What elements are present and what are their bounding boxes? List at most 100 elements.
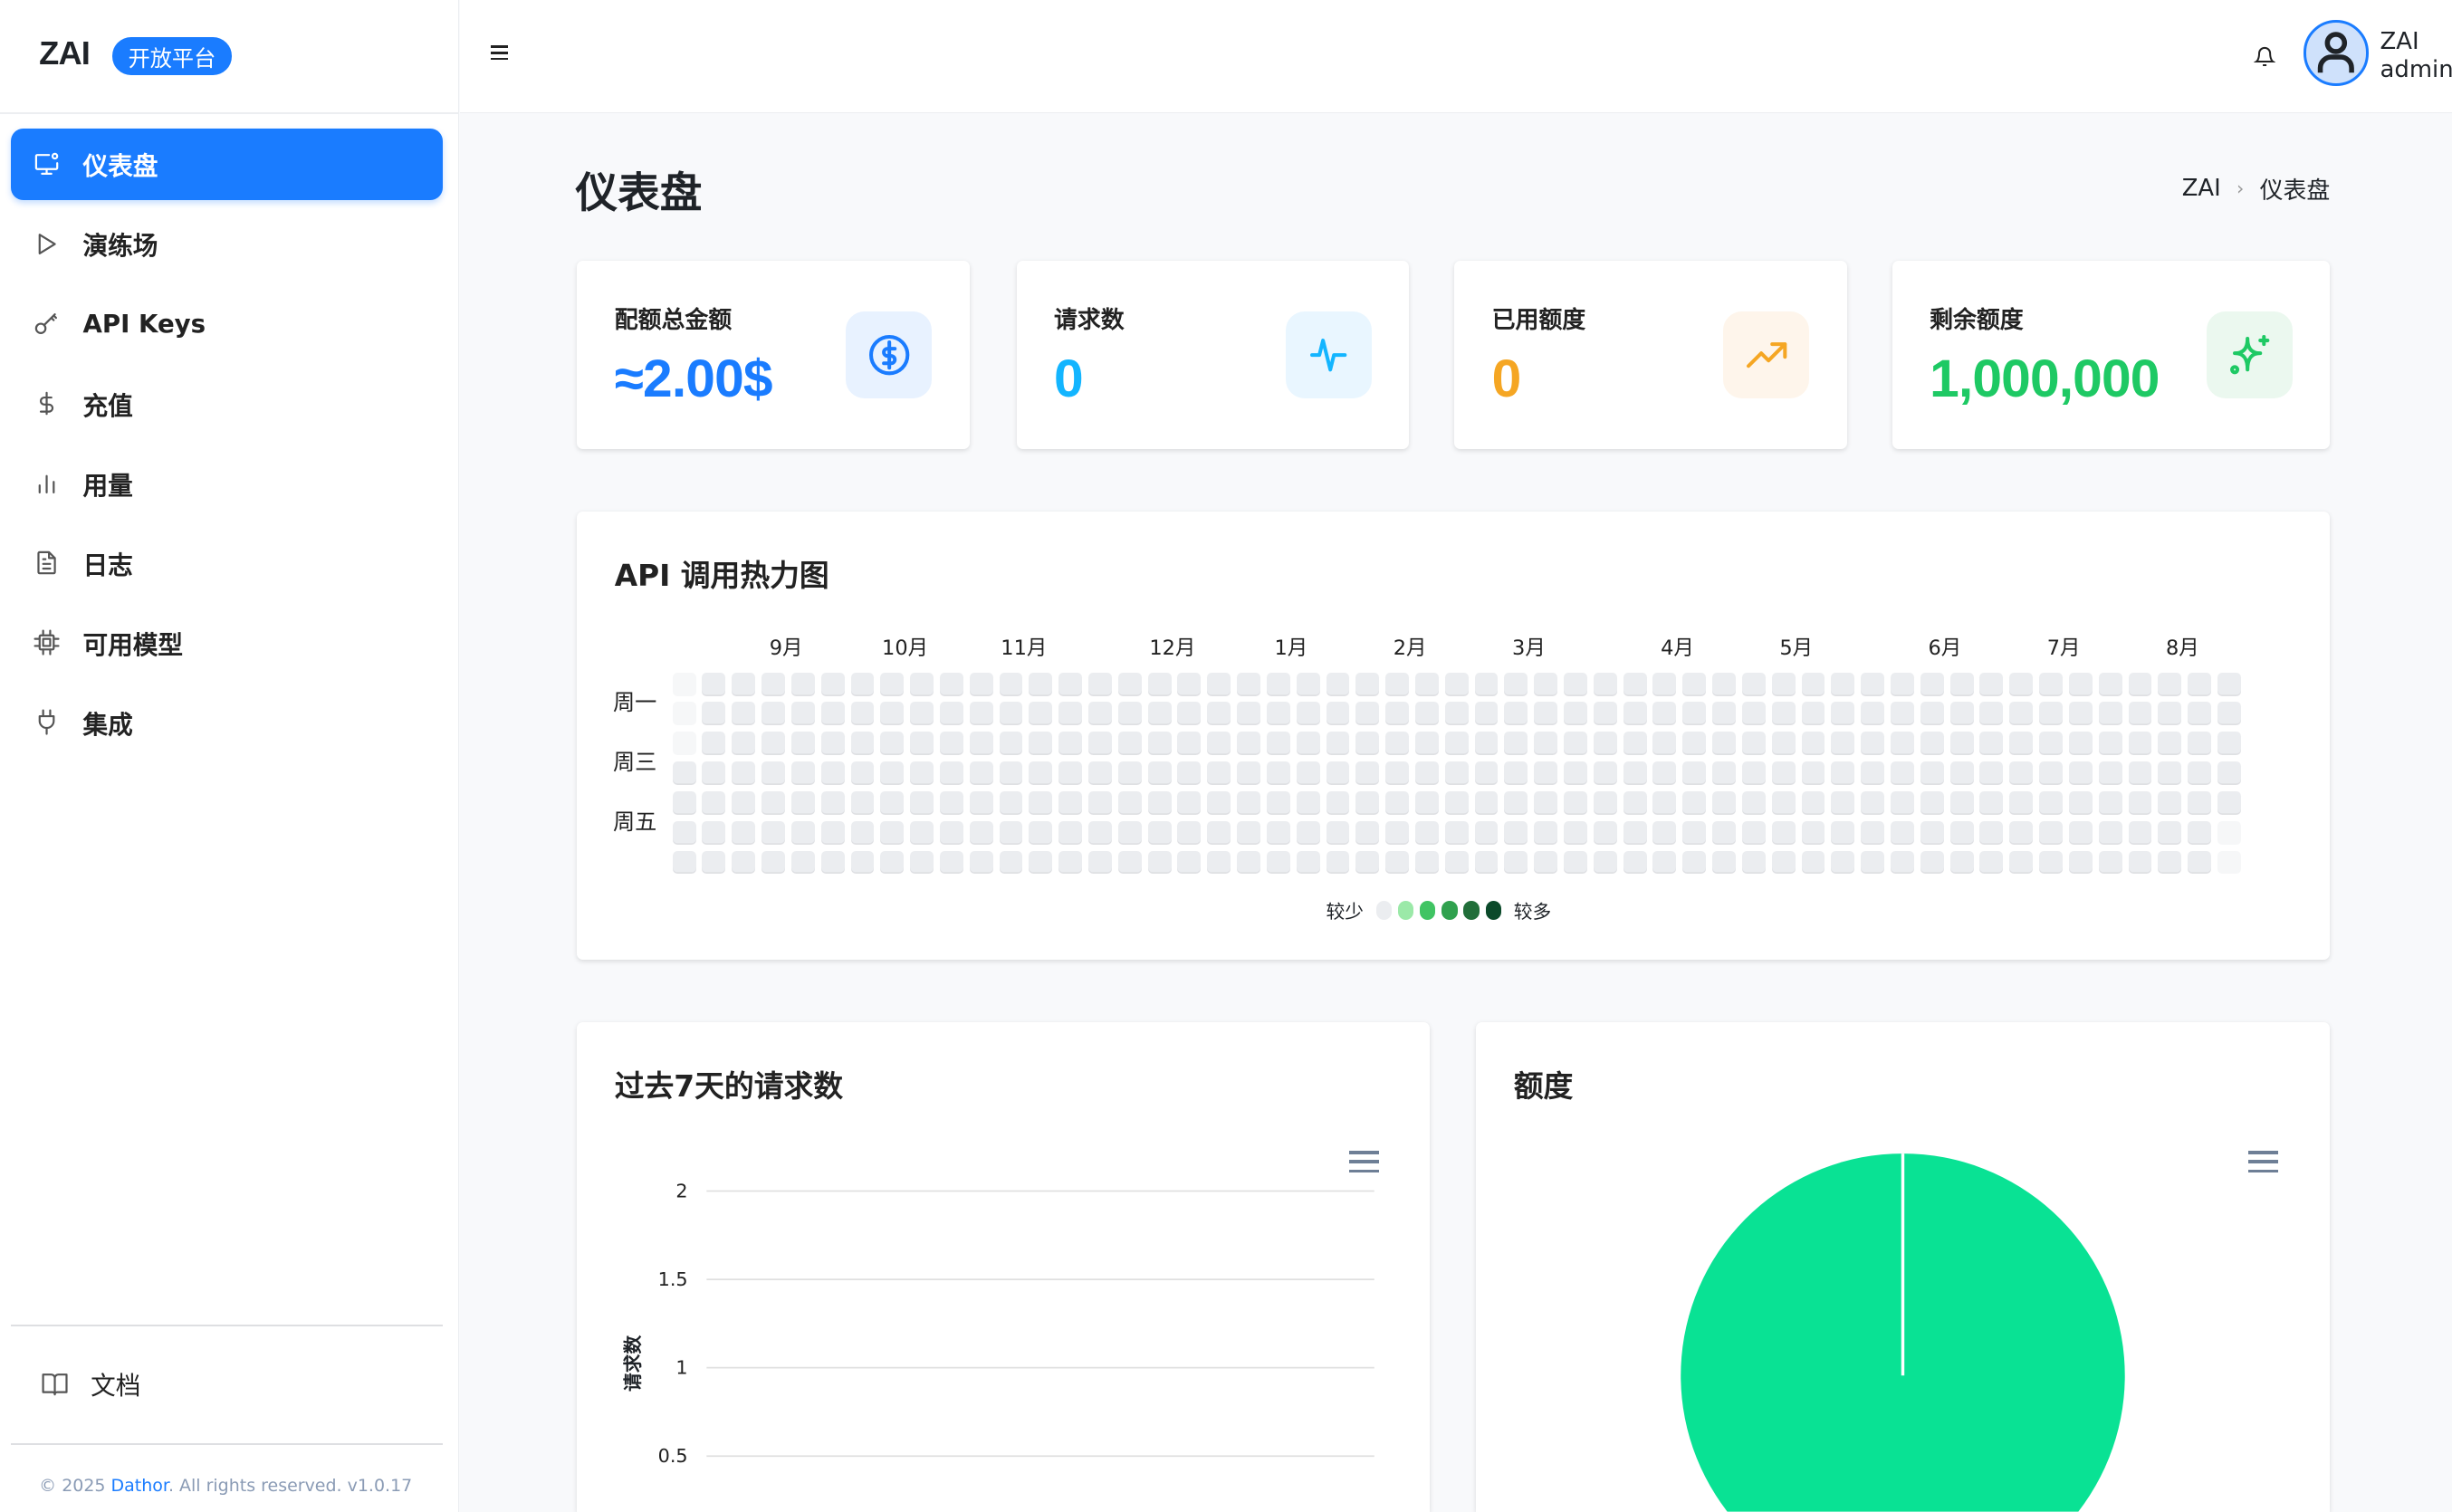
- heatmap-cell[interactable]: [2039, 790, 2063, 815]
- heatmap-cell[interactable]: [1444, 702, 1469, 726]
- heatmap-cell[interactable]: [2128, 761, 2152, 785]
- heatmap-cell[interactable]: [2158, 672, 2182, 696]
- heatmap-cell[interactable]: [1801, 761, 1825, 785]
- heatmap-cell[interactable]: [1564, 820, 1587, 845]
- heatmap-cell[interactable]: [2217, 702, 2241, 726]
- heatmap-cell[interactable]: [880, 850, 905, 875]
- heatmap-cell[interactable]: [1385, 672, 1410, 696]
- heatmap-cell[interactable]: [1504, 672, 1528, 696]
- sidebar-item-docs[interactable]: 文档: [19, 1348, 451, 1420]
- heatmap-cell[interactable]: [1414, 732, 1439, 756]
- heatmap-cell[interactable]: [1504, 790, 1528, 815]
- avatar[interactable]: [2303, 20, 2370, 86]
- heatmap-cell[interactable]: [1058, 672, 1083, 696]
- heatmap-cell[interactable]: [2039, 820, 2063, 845]
- heatmap-cell[interactable]: [1058, 790, 1083, 815]
- heatmap-cell[interactable]: [1652, 761, 1677, 785]
- heatmap-cell[interactable]: [1266, 790, 1290, 815]
- heatmap-cell[interactable]: [732, 790, 756, 815]
- heatmap-cell[interactable]: [1444, 672, 1469, 696]
- heatmap-cell[interactable]: [1741, 672, 1766, 696]
- heatmap-cell[interactable]: [1564, 790, 1587, 815]
- heatmap-cell[interactable]: [910, 732, 934, 756]
- heatmap-cell[interactable]: [939, 850, 963, 875]
- heatmap-cell[interactable]: [1266, 672, 1290, 696]
- dathor-link[interactable]: Dathor: [110, 1476, 168, 1497]
- chart-menu-icon[interactable]: [1349, 1151, 1380, 1173]
- heatmap-cell[interactable]: [1771, 850, 1796, 875]
- sidebar-item-7[interactable]: 集成: [11, 686, 443, 758]
- heatmap-cell[interactable]: [1326, 702, 1350, 726]
- heatmap-cell[interactable]: [1623, 761, 1647, 785]
- heatmap-cell[interactable]: [702, 790, 726, 815]
- heatmap-cell[interactable]: [1029, 702, 1053, 726]
- heatmap-cell[interactable]: [1831, 732, 1855, 756]
- heatmap-cell[interactable]: [2068, 702, 2093, 726]
- heatmap-cell[interactable]: [1088, 790, 1112, 815]
- heatmap-cell[interactable]: [2158, 702, 2182, 726]
- heatmap-cell[interactable]: [2128, 732, 2152, 756]
- heatmap-cell[interactable]: [2217, 790, 2241, 815]
- heatmap-cell[interactable]: [2098, 732, 2122, 756]
- heatmap-cell[interactable]: [1177, 790, 1202, 815]
- heatmap-cell[interactable]: [1920, 761, 1944, 785]
- heatmap-cell[interactable]: [1534, 850, 1558, 875]
- heatmap-cell[interactable]: [761, 732, 785, 756]
- heatmap-cell[interactable]: [1029, 761, 1053, 785]
- heatmap-cell[interactable]: [1029, 820, 1053, 845]
- heatmap-cell[interactable]: [2128, 850, 2152, 875]
- hamburger-icon[interactable]: [491, 45, 509, 61]
- heatmap-cell[interactable]: [2009, 820, 2034, 845]
- heatmap-cell[interactable]: [1237, 820, 1260, 845]
- heatmap-cell[interactable]: [1444, 761, 1469, 785]
- heatmap-cell[interactable]: [1890, 702, 1914, 726]
- heatmap-cell[interactable]: [1355, 672, 1380, 696]
- heatmap-cell[interactable]: [1623, 850, 1647, 875]
- heatmap-cell[interactable]: [1920, 732, 1944, 756]
- heatmap-cell[interactable]: [1534, 702, 1558, 726]
- heatmap-cell[interactable]: [1593, 820, 1617, 845]
- heatmap-cell[interactable]: [761, 672, 785, 696]
- heatmap-cell[interactable]: [1801, 850, 1825, 875]
- heatmap-cell[interactable]: [2128, 672, 2152, 696]
- heatmap-cell[interactable]: [1979, 732, 2004, 756]
- heatmap-cell[interactable]: [702, 732, 726, 756]
- heatmap-cell[interactable]: [1237, 790, 1260, 815]
- heatmap-cell[interactable]: [969, 732, 993, 756]
- heatmap-cell[interactable]: [1771, 732, 1796, 756]
- heatmap-cell[interactable]: [1444, 732, 1469, 756]
- heatmap-cell[interactable]: [1355, 732, 1380, 756]
- heatmap-cell[interactable]: [1741, 790, 1766, 815]
- heatmap-cell[interactable]: [702, 761, 726, 785]
- heatmap-cell[interactable]: [1058, 761, 1083, 785]
- heatmap-cell[interactable]: [1117, 790, 1142, 815]
- heatmap-cell[interactable]: [1177, 672, 1202, 696]
- heatmap-cell[interactable]: [1088, 820, 1112, 845]
- heatmap-cell[interactable]: [939, 790, 963, 815]
- heatmap-cell[interactable]: [1414, 672, 1439, 696]
- heatmap-cell[interactable]: [999, 761, 1023, 785]
- heatmap-cell[interactable]: [2188, 820, 2212, 845]
- heatmap-cell[interactable]: [820, 790, 845, 815]
- heatmap-cell[interactable]: [2188, 790, 2212, 815]
- heatmap-cell[interactable]: [1861, 761, 1885, 785]
- heatmap-cell[interactable]: [1326, 820, 1350, 845]
- heatmap-cell[interactable]: [1207, 850, 1231, 875]
- heatmap-cell[interactable]: [2098, 820, 2122, 845]
- heatmap-cell[interactable]: [1147, 820, 1172, 845]
- heatmap-cell[interactable]: [1623, 702, 1647, 726]
- heatmap-cell[interactable]: [2098, 790, 2122, 815]
- heatmap-cell[interactable]: [2009, 761, 2034, 785]
- heatmap-cell[interactable]: [939, 761, 963, 785]
- heatmap-cell[interactable]: [732, 850, 756, 875]
- heatmap-cell[interactable]: [1682, 820, 1707, 845]
- heatmap-cell[interactable]: [1326, 732, 1350, 756]
- heatmap-cell[interactable]: [1682, 761, 1707, 785]
- heatmap-cell[interactable]: [1652, 702, 1677, 726]
- heatmap-cell[interactable]: [1712, 732, 1736, 756]
- heatmap-cell[interactable]: [1385, 732, 1410, 756]
- heatmap-cell[interactable]: [1831, 761, 1855, 785]
- heatmap-cell[interactable]: [1296, 820, 1320, 845]
- heatmap-cell[interactable]: [732, 672, 756, 696]
- heatmap-cell[interactable]: [2217, 732, 2241, 756]
